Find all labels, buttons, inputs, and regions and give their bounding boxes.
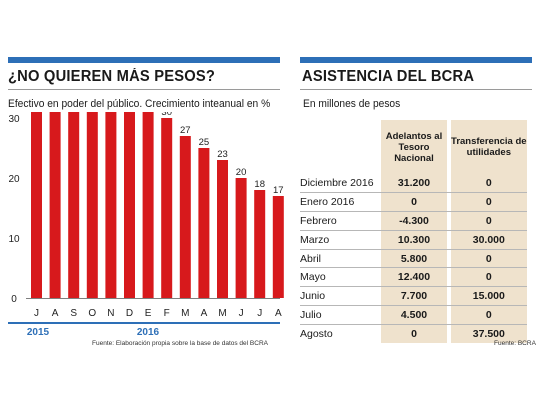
cell-adelantos: 4.500	[381, 305, 447, 325]
bar	[105, 112, 117, 298]
cell-adelantos: 0	[381, 324, 447, 344]
bar-chart: 010203038J38A38S40O38N35D32E30F27M25A23M…	[8, 112, 284, 338]
x-tick-label: E	[145, 308, 152, 319]
x-tick-label: J	[239, 308, 244, 319]
table-row: Julio 4.500 0	[300, 305, 527, 325]
x-tick-label: M	[181, 308, 189, 319]
bar	[217, 160, 228, 298]
y-tick-label: 10	[8, 234, 20, 245]
cell-transferencia: 37.500	[450, 324, 527, 344]
year-label: 2015	[27, 327, 50, 338]
bar	[235, 178, 247, 298]
cell-transferencia: 30.000	[450, 229, 527, 250]
right-source-note: Fuente: BCRA	[494, 340, 536, 347]
cell-adelantos: -4.300	[381, 210, 447, 231]
x-tick-label: A	[52, 308, 59, 319]
bar	[254, 190, 266, 298]
row-label: Agosto	[300, 324, 382, 344]
cell-adelantos: 12.400	[381, 267, 447, 287]
x-tick-label: M	[218, 308, 226, 319]
bar-value-label: 23	[217, 149, 228, 160]
row-label: Marzo	[300, 229, 382, 250]
x-tick-label: A	[201, 308, 208, 319]
bar-value-label: 17	[273, 185, 284, 196]
cell-transferencia: 0	[450, 305, 527, 325]
row-label: Julio	[300, 305, 382, 325]
left-panel-subtitle: Efectivo en poder del público. Crecimien…	[8, 98, 271, 110]
left-title-rule	[8, 89, 280, 90]
y-tick-label: 30	[8, 114, 20, 125]
table-row: Junio 7.700 15.000	[300, 286, 527, 306]
bar-value-label: 18	[254, 179, 265, 190]
cell-transferencia: 15.000	[450, 286, 527, 306]
row-label: Junio	[300, 286, 382, 306]
x-tick-label: N	[107, 308, 114, 319]
table-row: Marzo 10.300 30.000	[300, 229, 527, 250]
x-tick-label: J	[34, 308, 39, 319]
x-tick-label: F	[164, 308, 170, 319]
year-label: 2016	[137, 327, 160, 338]
cell-adelantos: 5.800	[381, 248, 447, 268]
bar	[86, 112, 98, 298]
bar	[68, 112, 80, 298]
x-tick-label: J	[257, 308, 262, 319]
row-label: Febrero	[300, 210, 382, 231]
cell-adelantos: 7.700	[381, 286, 447, 306]
table-row: Mayo 12.400 0	[300, 267, 527, 287]
cell-transferencia: 0	[450, 191, 527, 212]
year-strip	[8, 322, 280, 324]
table-row: Enero 2016 0 0	[300, 191, 527, 212]
left-source-note: Fuente: Elaboración propia sobre la base…	[92, 340, 268, 347]
right-title-rule	[300, 89, 532, 90]
x-tick-label: O	[88, 308, 96, 319]
row-label: Abril	[300, 248, 382, 268]
x-tick-label: A	[275, 308, 282, 319]
bar	[31, 112, 42, 298]
table-header-row: Adelantos al Tesoro Nacional Transferenc…	[300, 120, 527, 174]
bar	[198, 148, 210, 298]
cell-transferencia: 0	[450, 267, 527, 287]
y-tick-label: 20	[8, 174, 20, 185]
bar-value-label: 30	[161, 112, 172, 118]
table-row: Agosto 0 37.500	[300, 324, 527, 344]
assistance-table: Adelantos al Tesoro Nacional Transferenc…	[300, 120, 527, 344]
cell-adelantos: 31.200	[381, 174, 447, 193]
left-header-bar	[8, 57, 280, 63]
bar	[142, 112, 154, 298]
column-header-adelantos: Adelantos al Tesoro Nacional	[381, 120, 447, 174]
table-row: Abril 5.800 0	[300, 248, 527, 268]
bar	[179, 136, 191, 298]
row-label: Enero 2016	[300, 191, 382, 212]
bar	[272, 196, 284, 298]
bar	[124, 112, 135, 298]
x-tick-label: S	[70, 308, 77, 319]
table-row: Febrero -4.300 0	[300, 210, 527, 231]
bar-value-label: 20	[236, 167, 247, 178]
row-label: Mayo	[300, 267, 382, 287]
bar-value-label: 25	[199, 137, 210, 148]
bar-value-label: 27	[180, 125, 191, 136]
table-header-blank	[300, 120, 381, 174]
right-header-bar	[300, 57, 532, 63]
column-header-transferencia: Transferencia de utilidades	[450, 120, 527, 174]
right-panel-subtitle: En millones de pesos	[303, 98, 401, 110]
left-panel-title: ¿NO QUIEREN MÁS PESOS?	[8, 68, 216, 85]
cell-transferencia: 0	[450, 210, 527, 231]
y-tick-label: 0	[11, 294, 17, 305]
row-label: Diciembre 2016	[300, 176, 374, 189]
table-row: Diciembre 2016 31.200 0	[300, 174, 527, 193]
cell-adelantos: 0	[381, 191, 447, 212]
cell-transferencia: 0	[450, 174, 527, 193]
x-tick-label: D	[126, 308, 133, 319]
cell-transferencia: 0	[450, 248, 527, 268]
cell-adelantos: 10.300	[381, 229, 447, 250]
right-panel-title: ASISTENCIA DEL BCRA	[302, 68, 475, 85]
bar	[161, 118, 173, 298]
bar	[49, 112, 61, 298]
